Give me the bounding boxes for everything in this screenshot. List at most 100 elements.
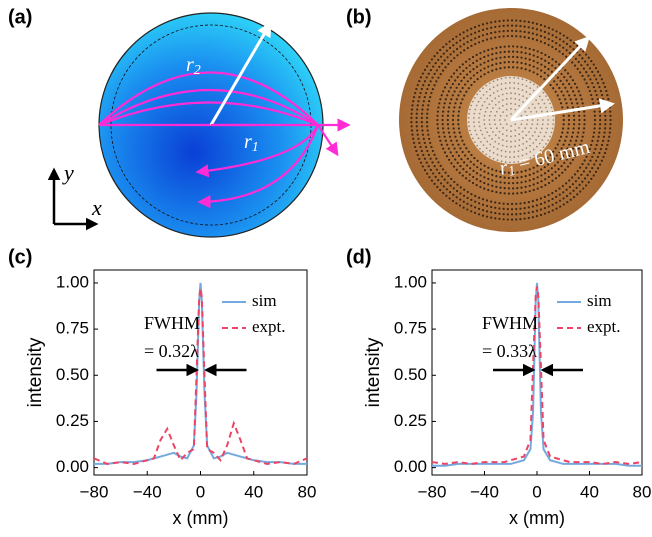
unit-cell <box>565 182 567 184</box>
unit-cell <box>555 196 557 198</box>
unit-cell <box>540 214 542 216</box>
unit-cell <box>595 160 597 162</box>
unit-cell <box>537 182 539 184</box>
unit-cell <box>558 50 560 52</box>
unit-cell <box>528 131 530 133</box>
unit-cell <box>458 127 460 129</box>
unit-cell <box>522 89 524 91</box>
unit-cell <box>493 86 495 88</box>
unit-cell <box>425 146 427 148</box>
unit-cell <box>421 121 423 123</box>
unit-cell <box>555 177 557 179</box>
unit-cell <box>430 169 432 171</box>
unit-cell <box>480 162 482 164</box>
unit-cell <box>555 202 557 204</box>
unit-cell <box>548 44 550 46</box>
unit-cell <box>519 35 521 37</box>
unit-cell <box>568 115 570 117</box>
unit-cell <box>436 115 438 117</box>
unit-cell <box>512 192 514 194</box>
unit-cell <box>453 127 455 129</box>
unit-cell <box>532 216 534 218</box>
unit-cell <box>466 35 468 37</box>
unit-cell <box>566 43 568 45</box>
unit-cell <box>535 99 537 101</box>
unit-cell <box>542 123 544 125</box>
unit-cell <box>448 131 450 133</box>
unit-cell <box>418 80 420 82</box>
unit-cell <box>463 207 465 209</box>
unit-cell <box>494 119 496 121</box>
unit-cell <box>495 186 497 188</box>
unit-cell <box>422 134 424 136</box>
unit-cell <box>504 56 506 58</box>
unit-cell <box>478 36 480 38</box>
unit-cell <box>522 95 524 97</box>
unit-cell <box>552 128 554 130</box>
unit-cell <box>428 138 430 140</box>
unit-cell <box>478 208 480 210</box>
unit-cell <box>479 52 481 54</box>
unit-cell <box>512 61 514 63</box>
unit-cell <box>574 83 576 85</box>
unit-cell <box>540 52 542 54</box>
unit-cell <box>428 176 430 178</box>
unit-cell <box>581 181 583 183</box>
unit-cell <box>512 187 514 189</box>
unit-cell <box>428 84 430 86</box>
unit-cell <box>518 133 520 135</box>
unit-cell <box>495 47 497 49</box>
unit-cell <box>418 158 420 160</box>
unit-cell <box>590 178 592 180</box>
unit-cell <box>536 210 538 212</box>
unit-cell <box>456 196 458 198</box>
unit-cell <box>487 167 489 169</box>
unit-cell <box>581 98 583 100</box>
unit-cell <box>544 201 546 203</box>
unit-cell <box>591 167 593 169</box>
data-line <box>94 283 307 464</box>
unit-cell <box>575 180 577 182</box>
unit-cell <box>522 143 524 145</box>
unit-cell <box>506 103 508 105</box>
unit-cell <box>495 134 497 136</box>
unit-cell <box>476 66 478 68</box>
unit-cell <box>510 146 512 148</box>
unit-cell <box>428 154 430 156</box>
unit-cell <box>529 179 531 181</box>
unit-cell <box>514 123 516 125</box>
unit-cell <box>502 133 504 135</box>
unit-cell <box>516 182 518 184</box>
unit-cell <box>597 82 599 84</box>
unit-cell <box>547 139 549 141</box>
unit-cell <box>463 201 465 203</box>
unit-cell <box>438 172 440 174</box>
unit-cell <box>594 123 596 125</box>
x-axis-label: x (mm) <box>173 508 229 528</box>
unit-cell <box>497 148 499 150</box>
unit-cell <box>503 35 505 37</box>
unit-cell <box>501 83 503 85</box>
unit-cell <box>526 80 528 82</box>
unit-cell <box>524 218 526 220</box>
unit-cell <box>525 63 527 65</box>
panel-a: (a) r2 r1 y x <box>8 6 348 237</box>
unit-cell <box>458 155 460 157</box>
unit-cell <box>578 54 580 56</box>
unit-cell <box>422 104 424 106</box>
unit-cell <box>595 67 597 69</box>
unit-cell <box>442 46 444 48</box>
unit-cell <box>484 123 486 125</box>
unit-cell <box>585 53 587 55</box>
unit-cell <box>541 139 543 141</box>
unit-cell <box>572 90 574 92</box>
unit-cell <box>494 212 496 214</box>
unit-cell <box>495 191 497 193</box>
unit-cell <box>437 106 439 108</box>
unit-cell <box>566 195 568 197</box>
unit-cell <box>591 71 593 73</box>
unit-cell <box>470 154 472 156</box>
unit-cell <box>491 185 493 187</box>
unit-cell <box>452 194 454 196</box>
unit-cell <box>507 35 509 37</box>
